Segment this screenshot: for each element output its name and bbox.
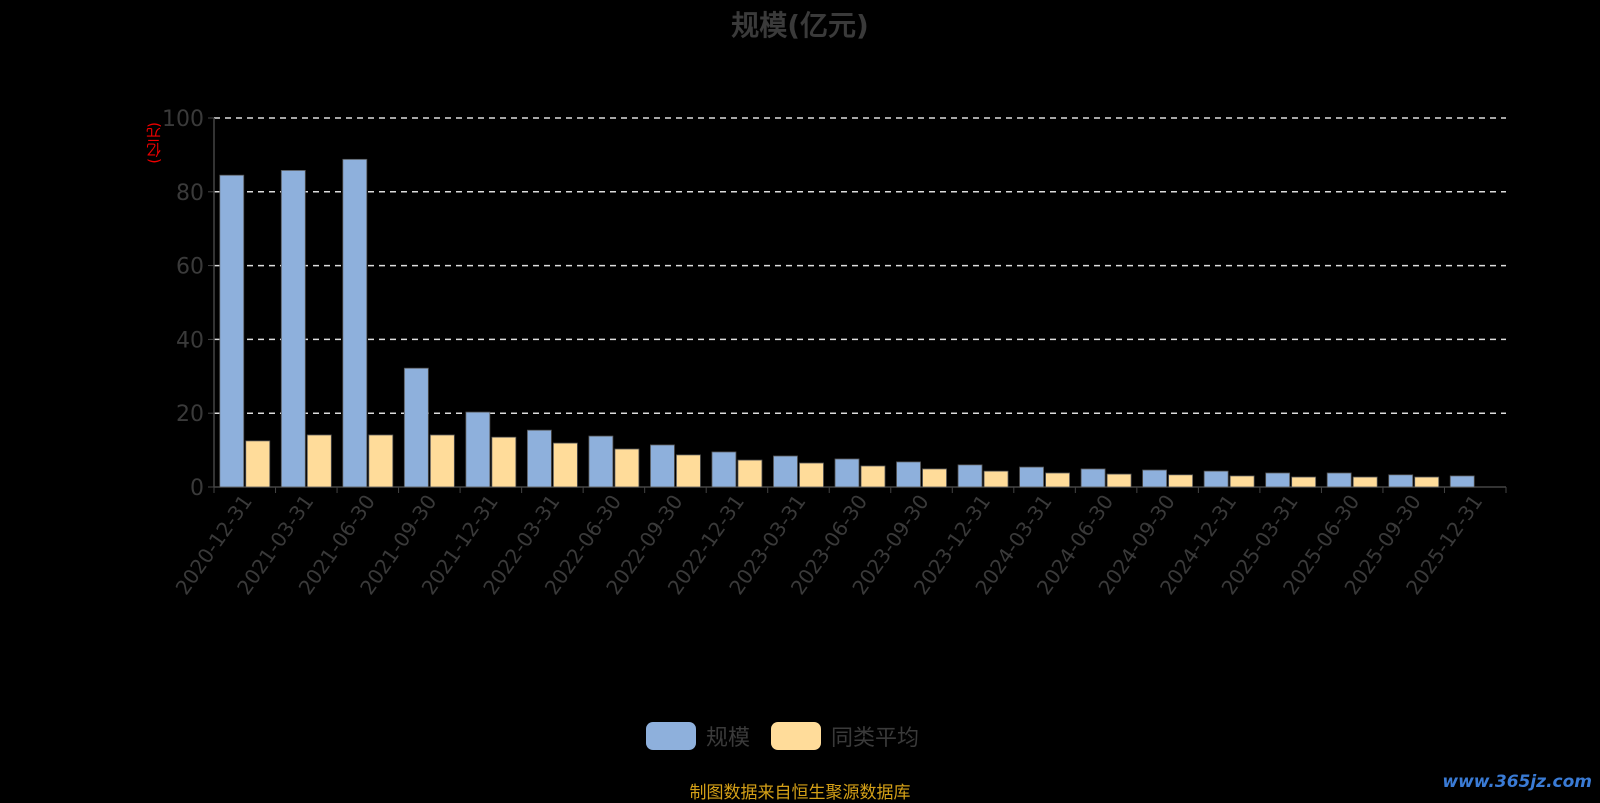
bar-peer-average xyxy=(983,470,1009,488)
bar-peer-average xyxy=(1229,475,1255,488)
bar-scale xyxy=(403,367,429,488)
bar-peer-average xyxy=(922,468,947,488)
bar-scale xyxy=(526,429,552,488)
bar-scale xyxy=(1326,472,1352,488)
legend-swatch xyxy=(646,722,696,750)
bar-scale xyxy=(711,451,737,488)
bar-peer-average xyxy=(799,462,824,488)
source-note: 制图数据来自恒生聚源数据库 xyxy=(689,783,911,803)
bar-scale xyxy=(650,444,675,488)
bar-scale xyxy=(834,458,860,488)
chart-title: 规模(亿元) xyxy=(731,9,869,42)
bar-scale xyxy=(280,169,306,488)
bar-peer-average xyxy=(676,454,701,488)
bar-scale xyxy=(957,464,983,488)
bar-scale xyxy=(219,174,245,488)
y-tick-label: 100 xyxy=(162,107,204,132)
bar-scale xyxy=(1388,474,1414,488)
bar-scale xyxy=(1265,472,1291,488)
bar-peer-average xyxy=(368,434,394,488)
bar-peer-average xyxy=(1414,476,1440,488)
bar-peer-average xyxy=(1106,473,1132,488)
bar-scale xyxy=(1203,470,1229,488)
bar-peer-average xyxy=(737,459,763,488)
watermark: www.365jz.com xyxy=(1442,772,1592,792)
bar-scale xyxy=(1142,469,1168,488)
bar-peer-average xyxy=(552,442,578,488)
legend-label: 同类平均 xyxy=(831,726,920,751)
y-tick-label: 20 xyxy=(176,402,204,427)
bar-peer-average xyxy=(1168,474,1194,488)
bar-scale xyxy=(1019,466,1044,488)
bar-scale xyxy=(1080,468,1106,488)
y-tick-label: 60 xyxy=(176,255,204,280)
bar-peer-average xyxy=(1352,476,1378,488)
bar-peer-average xyxy=(245,440,271,488)
bar-scale xyxy=(1449,475,1475,488)
bar-peer-average xyxy=(1291,476,1317,488)
legend-swatch xyxy=(771,722,821,750)
bar-peer-average xyxy=(614,448,640,488)
bar-scale xyxy=(773,455,798,488)
bar-scale xyxy=(588,435,614,488)
bar-scale xyxy=(465,411,491,488)
legend-label: 规模 xyxy=(706,726,751,751)
y-tick-label: 40 xyxy=(176,328,204,353)
y-tick-label: 0 xyxy=(190,476,204,501)
legend-item-peer-average[interactable]: 同类平均 xyxy=(771,720,919,752)
bar-peer-average xyxy=(1045,472,1070,488)
y-tick-label: 80 xyxy=(176,181,204,206)
bar-peer-average xyxy=(306,434,332,488)
legend-item-scale[interactable]: 规模 xyxy=(646,720,750,752)
bar-peer-average xyxy=(429,434,455,488)
bar-peer-average xyxy=(860,465,886,488)
bar-peer-average xyxy=(491,436,517,488)
bar-scale xyxy=(896,461,921,488)
bar-scale xyxy=(342,158,368,488)
